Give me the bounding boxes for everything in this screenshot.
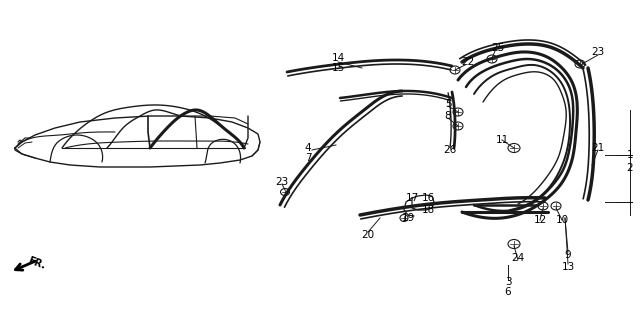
Text: 2: 2	[627, 163, 634, 173]
Text: 18: 18	[421, 205, 435, 215]
Text: 23: 23	[591, 47, 605, 57]
Text: 16: 16	[421, 193, 435, 203]
Text: 6: 6	[505, 287, 511, 297]
Text: 15: 15	[332, 63, 344, 73]
Text: 17: 17	[405, 193, 419, 203]
Text: 4: 4	[305, 143, 311, 153]
Text: 9: 9	[564, 250, 572, 260]
Text: 10: 10	[556, 215, 568, 225]
Text: 8: 8	[445, 111, 451, 121]
Text: 22: 22	[461, 57, 475, 67]
Text: 23: 23	[275, 177, 289, 187]
Text: 13: 13	[561, 262, 575, 272]
Text: 21: 21	[591, 143, 605, 153]
Text: 11: 11	[495, 135, 509, 145]
Text: FR.: FR.	[26, 255, 46, 271]
Text: 1: 1	[627, 150, 634, 160]
Text: 14: 14	[332, 53, 344, 63]
Text: 19: 19	[401, 213, 415, 223]
Text: 20: 20	[362, 230, 374, 240]
Text: 26: 26	[444, 145, 456, 155]
Text: 3: 3	[505, 277, 511, 287]
Text: 7: 7	[305, 153, 311, 163]
Text: 24: 24	[511, 253, 525, 263]
Text: 5: 5	[445, 99, 451, 109]
Text: 25: 25	[492, 43, 504, 53]
Text: 12: 12	[533, 215, 547, 225]
